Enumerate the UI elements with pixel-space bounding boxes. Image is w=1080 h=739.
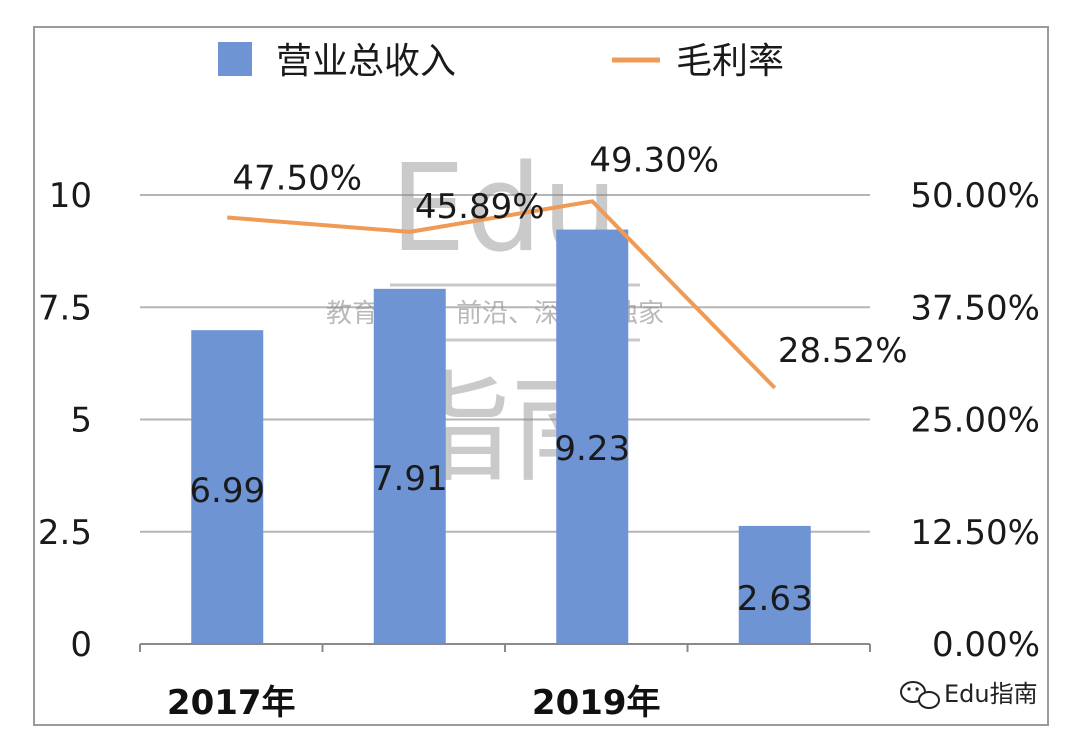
chart-frame <box>33 26 1049 726</box>
y-right-tick-label: 37.50% <box>910 288 1040 328</box>
x-tick-label: 2019年 <box>532 683 661 723</box>
axes: 0 0.00% 2.5 12.50% 5 25.00% 7.5 37.50% 10 50.00% 2… <box>38 176 1040 723</box>
y-right-tick-label: 25.00% <box>910 401 1040 441</box>
line-data-label: 28.52% <box>778 331 908 371</box>
bar <box>191 330 264 644</box>
x-tick-label: 2017年 <box>167 683 296 723</box>
y-left-tick-label: 10 <box>49 176 92 216</box>
bar-data-label: 2.63 <box>737 579 813 619</box>
bar-data-label: 7.91 <box>372 459 448 499</box>
line-data-label: 47.50% <box>232 158 362 198</box>
bar-data-label: 9.23 <box>554 429 630 469</box>
brand: Edu指南 <box>900 680 1038 709</box>
bar <box>373 288 446 644</box>
legend: 营业总收入 毛利率 <box>218 41 784 82</box>
y-left-tick-label: 2.5 <box>38 513 92 553</box>
legend-label: 营业总收入 <box>276 41 456 82</box>
y-right-tick-label: 50.00% <box>910 176 1040 216</box>
legend-swatch-bar <box>218 42 252 76</box>
wechat-icon <box>900 681 940 709</box>
y-right-tick-label: 0.00% <box>932 625 1040 665</box>
line-data-label: 45.89% <box>415 187 545 227</box>
brand-text: Edu指南 <box>944 680 1038 708</box>
y-left-tick-label: 5 <box>70 401 92 441</box>
line-path <box>227 199 777 390</box>
y-left-tick-label: 0 <box>70 625 92 665</box>
bar-series: 6.99 7.91 9.23 2.63 <box>189 229 813 644</box>
y-right-tick-label: 12.50% <box>910 513 1040 553</box>
line-series: 47.50% 45.89% 49.30% 28.52% <box>227 140 908 390</box>
bar <box>556 229 629 644</box>
legend-label: 毛利率 <box>676 41 784 82</box>
y-left-tick-label: 7.5 <box>38 288 92 328</box>
bar-data-label: 6.99 <box>189 471 265 511</box>
bar <box>738 525 811 644</box>
line-data-label: 49.30% <box>589 140 719 180</box>
